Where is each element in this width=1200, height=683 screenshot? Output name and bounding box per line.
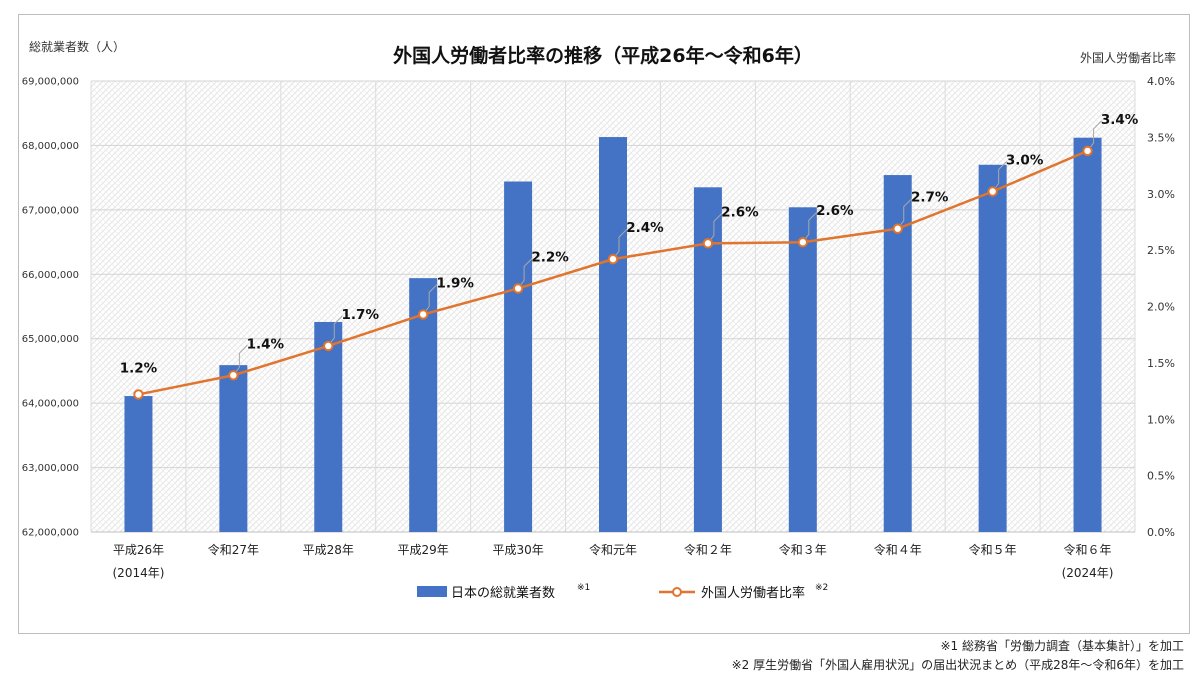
right-tick-label: 2.5% bbox=[1147, 244, 1175, 257]
ratio-data-label: 2.7% bbox=[911, 190, 949, 206]
bar bbox=[788, 207, 817, 532]
legend: 日本の総就業者数 ※1 外国人労働者比率 ※2 bbox=[417, 583, 828, 601]
ratio-marker bbox=[512, 283, 524, 294]
category-label: 令和４年 bbox=[874, 542, 922, 557]
chart: 外国人労働者比率の推移（平成26年～令和6年） 総就業者数（人） 外国人労働者比… bbox=[22, 39, 1176, 601]
right-axis-ticks: 0.0% 0.5% 1.0% 1.5% 2.0% 2.5% 3.0% 3.5% 4.0% bbox=[1147, 75, 1175, 539]
right-tick-label: 0.0% bbox=[1147, 526, 1175, 539]
bar bbox=[1073, 137, 1102, 532]
ratio-data-label: 2.6% bbox=[721, 204, 759, 220]
legend-label-line: 外国人労働者比率 bbox=[701, 585, 805, 601]
ratio-data-label: 2.4% bbox=[626, 220, 664, 236]
right-tick-label: 3.0% bbox=[1147, 188, 1175, 201]
ratio-marker bbox=[607, 253, 619, 265]
right-tick-label: 1.0% bbox=[1147, 413, 1175, 426]
bar bbox=[124, 396, 153, 532]
bar bbox=[978, 164, 1007, 532]
category-label: 平成26年 bbox=[113, 543, 164, 557]
legend-swatch-bar bbox=[417, 586, 447, 597]
ratio-data-label: 1.7% bbox=[342, 307, 380, 323]
ratio-marker bbox=[892, 223, 903, 234]
footnote-1: ※1 総務省「労働力調査（基本集計）」を加工 bbox=[940, 639, 1184, 653]
left-tick-label: 65,000,000 bbox=[22, 334, 79, 345]
ratio-marker bbox=[797, 237, 809, 248]
ratio-data-label: 2.6% bbox=[816, 203, 854, 219]
right-tick-label: 3.5% bbox=[1147, 131, 1175, 144]
ratio-data-label: 1.9% bbox=[436, 275, 474, 291]
ratio-data-label: 1.4% bbox=[247, 336, 285, 352]
category-labels: 平成26年 (2014年) 令和27年 平成28年 平成29年 平成30年 令和元年 令和２年… bbox=[113, 542, 1114, 580]
right-tick-label: 4.0% bbox=[1147, 75, 1175, 88]
left-tick-label: 69,000,000 bbox=[22, 77, 79, 88]
line-series: 1.2% 1.4% 1.7% 1.9% 2.2% 2.4% 2.6% 2.6% 2.7% 3.0%… bbox=[120, 112, 1139, 400]
category-label: 令和３年 bbox=[779, 542, 827, 557]
bar bbox=[219, 365, 248, 532]
ratio-marker bbox=[702, 238, 714, 249]
bar bbox=[599, 137, 627, 532]
category-label: 令和５年 bbox=[969, 542, 1017, 557]
right-tick-label: 1.5% bbox=[1147, 357, 1175, 370]
category-label: 令和元年 bbox=[589, 542, 637, 557]
footnote-2: ※2 厚生労働省「外国人雇用状況」の届出状況まとめ（平成28年～令和6年）を加工 bbox=[731, 658, 1184, 672]
right-tick-label: 2.0% bbox=[1147, 301, 1175, 314]
ratio-data-label: 3.0% bbox=[1006, 152, 1044, 168]
legend-note-mark-line: ※2 bbox=[815, 583, 828, 593]
left-tick-label: 66,000,000 bbox=[22, 270, 79, 281]
ratio-data-label: 2.2% bbox=[531, 249, 569, 265]
ratio-marker bbox=[987, 186, 998, 197]
category-label: 平成28年 bbox=[303, 543, 354, 557]
category-sublabel: (2024年) bbox=[1062, 566, 1114, 580]
left-axis-ticks: 62,000,000 63,000,000 64,000,000 65,000,000… bbox=[22, 77, 79, 539]
left-tick-label: 68,000,000 bbox=[22, 141, 79, 152]
category-label: 令和６年 bbox=[1064, 542, 1112, 557]
category-label: 平成30年 bbox=[492, 543, 543, 557]
left-axis-label: 総就業者数（人） bbox=[29, 39, 125, 54]
category-label: 令和27年 bbox=[208, 542, 259, 557]
category-sublabel: (2014年) bbox=[113, 566, 165, 580]
bar bbox=[504, 181, 533, 532]
chart-frame: 外国人労働者比率の推移（平成26年～令和6年） 総就業者数（人） 外国人労働者比… bbox=[18, 14, 1190, 634]
ratio-marker bbox=[228, 370, 239, 381]
bar bbox=[883, 175, 912, 532]
ratio-marker bbox=[417, 309, 429, 320]
ratio-marker bbox=[133, 389, 144, 400]
category-label: 平成29年 bbox=[398, 543, 449, 557]
ratio-data-label: 1.2% bbox=[120, 360, 158, 376]
chart-title: 外国人労働者比率の推移（平成26年～令和6年） bbox=[393, 44, 813, 67]
category-label: 令和２年 bbox=[684, 542, 732, 557]
left-tick-label: 67,000,000 bbox=[22, 205, 79, 216]
legend-label-bar: 日本の総就業者数 bbox=[451, 585, 555, 601]
right-tick-label: 0.5% bbox=[1147, 470, 1175, 483]
left-tick-label: 62,000,000 bbox=[22, 528, 79, 539]
legend-swatch-marker bbox=[672, 587, 682, 597]
ratio-marker bbox=[323, 340, 334, 352]
ratio-data-label: 3.4% bbox=[1101, 112, 1139, 128]
left-tick-label: 63,000,000 bbox=[22, 463, 79, 474]
bar bbox=[314, 321, 343, 532]
right-axis-label: 外国人労働者比率 bbox=[1080, 50, 1176, 65]
ratio-marker bbox=[1082, 145, 1093, 157]
bar bbox=[409, 278, 438, 532]
left-tick-label: 64,000,000 bbox=[22, 399, 79, 410]
legend-note-mark-bar: ※1 bbox=[577, 583, 590, 593]
bar-series bbox=[124, 137, 1102, 533]
